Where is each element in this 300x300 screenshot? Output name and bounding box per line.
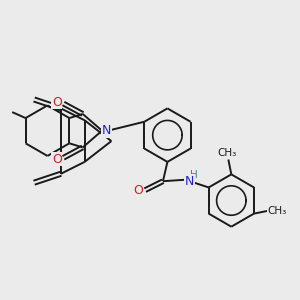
Text: O: O: [52, 153, 62, 166]
Text: N: N: [185, 175, 194, 188]
Text: CH₃: CH₃: [217, 148, 236, 158]
Text: H: H: [190, 170, 197, 180]
Text: N: N: [102, 124, 111, 137]
Text: O: O: [134, 184, 143, 196]
Text: CH₃: CH₃: [268, 206, 287, 216]
Text: O: O: [52, 96, 62, 109]
